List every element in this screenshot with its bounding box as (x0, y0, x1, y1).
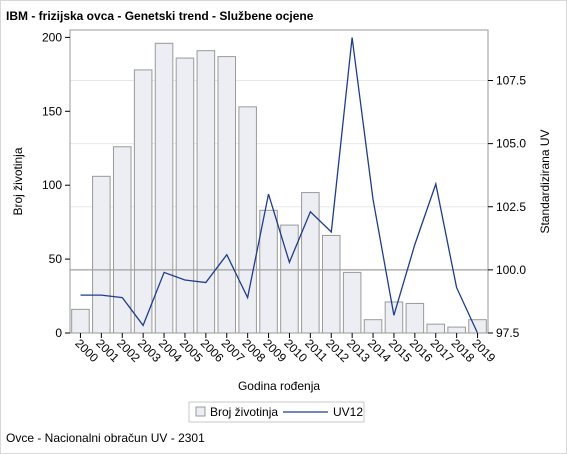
x-tick-label: 2000 (72, 336, 101, 365)
bar (426, 323, 446, 334)
y-tick-label: 150 (42, 104, 62, 118)
y2-tick-label: 107.5 (496, 74, 526, 88)
y-tick-label: 200 (42, 30, 62, 44)
bar (405, 302, 425, 334)
bar (342, 271, 362, 334)
bar (133, 69, 153, 334)
legend-label-line: UV12 (333, 405, 363, 419)
y2-tick-label: 97.5 (496, 326, 520, 340)
footnote: Ovce - Nacionalni obračun UV - 2301 (6, 431, 205, 445)
bar (447, 326, 466, 334)
bar (384, 301, 404, 334)
legend-box (188, 401, 365, 423)
bar (259, 209, 278, 334)
x-axis-label: Godina rođenja (238, 379, 320, 393)
bar (217, 56, 237, 334)
y-tick-label: 0 (55, 326, 62, 340)
bar (363, 319, 383, 334)
bar (92, 175, 111, 334)
y2-tick-label: 100.0 (496, 263, 526, 277)
bar (468, 319, 487, 334)
y-tick-label: 50 (49, 252, 63, 266)
bar (301, 192, 320, 334)
bar (71, 308, 90, 334)
legend-label-bar: Broj životinja (210, 405, 278, 419)
y2-tick-label: 105.0 (496, 137, 526, 151)
y2-axis-label: Standardizirana UV (538, 129, 552, 233)
y-axis-label: Broj životinja (11, 147, 25, 215)
bar (196, 50, 216, 334)
bar (321, 234, 341, 334)
bar (175, 57, 195, 334)
y2-tick-label: 102.5 (496, 200, 526, 214)
plot-area (69, 29, 489, 334)
chart-title: IBM - frizijska ovca - Genetski trend - … (6, 9, 314, 23)
legend-swatch-bar (195, 406, 206, 417)
series-line-uv12 (80, 37, 479, 334)
y-tick-label: 100 (42, 178, 62, 192)
